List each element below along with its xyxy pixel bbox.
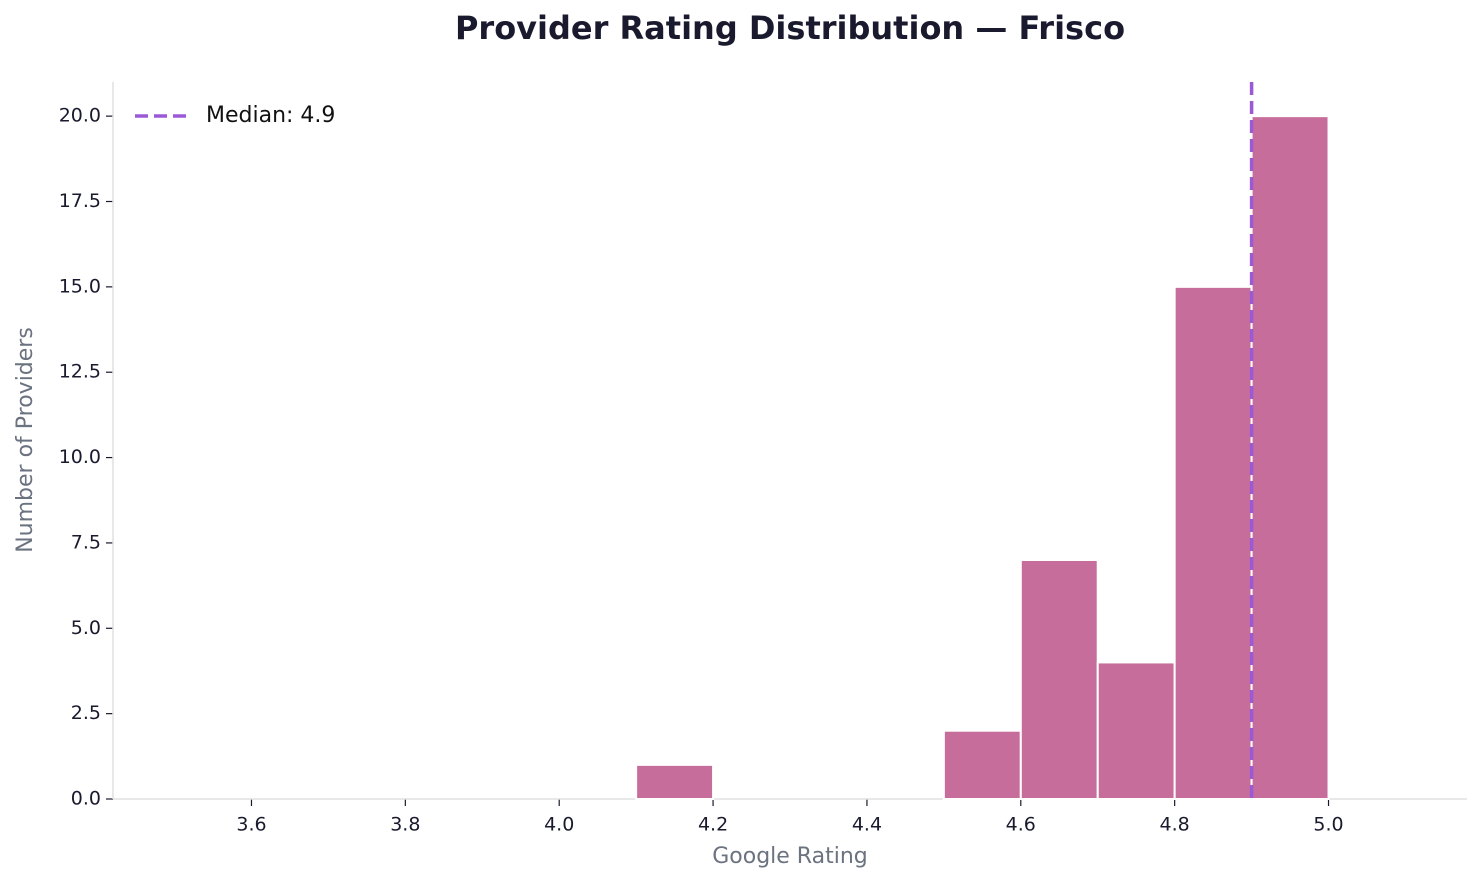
y-tick-label: 15.0: [59, 275, 101, 297]
y-tick-label: 0.0: [71, 788, 101, 810]
bar: [1096, 661, 1176, 801]
bar: [1173, 285, 1253, 801]
chart-title: Provider Rating Distribution — Frisco: [455, 9, 1125, 47]
y-tick-label: 17.5: [59, 190, 101, 212]
y-tick-label: 20.0: [59, 105, 101, 127]
x-tick-label: 4.2: [698, 814, 728, 836]
x-tick-label: 4.6: [1006, 814, 1036, 836]
legend-label: Median: 4.9: [206, 103, 335, 128]
y-tick-label: 5.0: [71, 617, 101, 639]
y-tick-label: 12.5: [59, 361, 101, 383]
y-tick-label: 7.5: [71, 531, 101, 553]
bar: [1250, 115, 1330, 800]
x-tick-label: 3.6: [236, 814, 266, 836]
x-tick-label: 4.8: [1160, 814, 1190, 836]
x-tick-label: 3.8: [390, 814, 420, 836]
x-axis-title: Google Rating: [712, 844, 868, 869]
x-tick-label: 4.0: [544, 814, 574, 836]
bar: [1019, 559, 1099, 800]
bar: [942, 729, 1022, 801]
bar: [635, 763, 715, 800]
x-tick-label: 4.4: [852, 814, 882, 836]
y-axis-title: Number of Providers: [13, 327, 38, 553]
y-tick-label: 2.5: [71, 702, 101, 724]
y-tick-label: 10.0: [59, 446, 101, 468]
x-tick-label: 5.0: [1313, 814, 1343, 836]
